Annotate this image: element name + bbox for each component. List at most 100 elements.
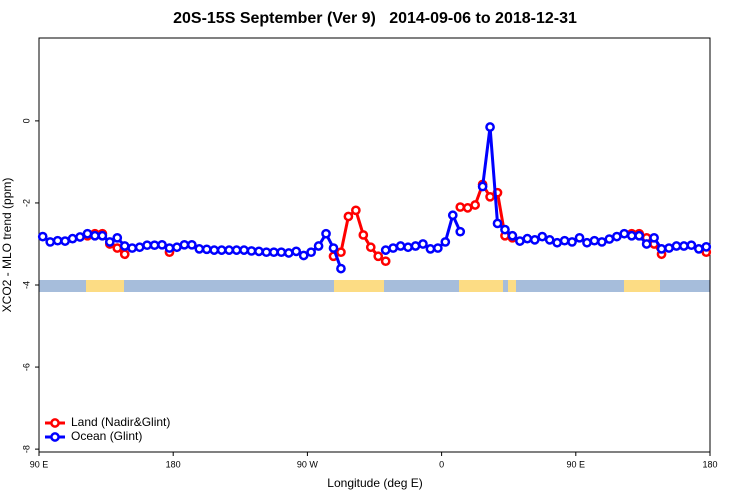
data-point — [455, 226, 466, 237]
data-point — [269, 247, 279, 258]
land-strip — [334, 280, 384, 292]
chart-title: 20S-15S September (Ver 9) 2014-09-06 to … — [173, 10, 577, 27]
data-point — [664, 243, 674, 253]
data-point — [671, 241, 682, 251]
data-point — [142, 240, 152, 251]
data-point — [619, 228, 630, 239]
legend-marker — [50, 432, 60, 442]
data-point — [45, 237, 56, 247]
data-point — [313, 241, 324, 251]
data-point — [276, 247, 287, 258]
y-tick-label: -8 — [21, 445, 31, 453]
data-point — [306, 247, 316, 258]
data-point — [343, 211, 354, 222]
data-point — [186, 239, 197, 250]
data-point — [157, 239, 167, 250]
data-point — [291, 246, 302, 257]
data-point — [119, 249, 130, 260]
data-point — [477, 181, 488, 192]
data-point — [388, 243, 398, 253]
y-axis-label: XCO2 - MLO trend (ppm) — [0, 178, 14, 313]
data-point — [380, 256, 391, 267]
data-point — [492, 218, 503, 229]
data-point — [611, 231, 622, 242]
x-tick-label: 90 E — [567, 459, 586, 469]
legend-label: Land (Nadir&Glint) — [71, 415, 170, 429]
data-point — [418, 239, 428, 249]
data-point — [224, 245, 234, 255]
data-point — [403, 242, 413, 253]
data-point — [90, 230, 100, 241]
data-point — [693, 244, 704, 254]
data-point — [321, 228, 331, 239]
data-point — [179, 239, 190, 250]
y-tick-label: -4 — [21, 281, 31, 289]
data-point — [97, 230, 108, 241]
data-point — [194, 244, 205, 254]
data-point — [701, 241, 712, 252]
land-strip — [459, 280, 503, 292]
data-point — [470, 200, 480, 210]
data-point — [604, 234, 615, 244]
data-point — [507, 230, 518, 241]
x-tick-label: 90 E — [30, 459, 49, 469]
data-point — [634, 230, 645, 241]
data-point — [679, 241, 689, 251]
data-point — [597, 237, 607, 247]
data-point — [127, 243, 138, 253]
data-point — [485, 191, 495, 202]
data-point — [641, 239, 652, 249]
data-point — [172, 242, 182, 253]
data-point — [559, 235, 570, 246]
data-point — [462, 203, 473, 213]
data-point — [75, 232, 85, 242]
x-axis-label: Longitude (deg E) — [327, 476, 422, 490]
data-point — [336, 247, 346, 258]
data-point — [380, 245, 391, 255]
data-point — [134, 242, 145, 253]
data-point — [537, 231, 548, 242]
data-point — [112, 243, 123, 253]
data-point — [254, 246, 264, 257]
data-point — [485, 122, 495, 132]
land-strip — [508, 280, 516, 292]
data-point — [529, 235, 540, 245]
land-strip — [86, 280, 124, 292]
data-point — [52, 235, 63, 246]
data-point — [574, 232, 585, 243]
x-tick-label: 180 — [702, 459, 717, 469]
data-point — [433, 243, 443, 253]
data-point — [649, 232, 659, 243]
data-point — [358, 230, 369, 240]
data-point — [283, 248, 294, 258]
data-point — [209, 245, 220, 255]
data-point — [686, 240, 697, 251]
data-point — [164, 243, 175, 253]
y-tick-label: 0 — [21, 118, 31, 123]
land-strip — [624, 280, 660, 292]
data-point — [425, 244, 436, 254]
data-point — [626, 230, 637, 241]
data-point — [365, 242, 376, 253]
data-point — [522, 233, 533, 244]
data-point — [298, 250, 309, 261]
data-point — [261, 247, 272, 258]
data-point — [410, 241, 421, 251]
y-tick-label: -2 — [21, 199, 31, 207]
data-point — [60, 236, 70, 246]
legend-marker — [50, 418, 60, 428]
data-point — [239, 245, 249, 255]
data-point — [201, 244, 212, 255]
x-tick-label: 90 W — [297, 459, 319, 469]
data-point — [544, 235, 555, 245]
legend-label: Ocean (Glint) — [71, 429, 142, 443]
data-point — [149, 240, 160, 251]
data-point — [216, 245, 227, 255]
data-point — [567, 237, 577, 247]
x-tick-label: 0 — [439, 459, 444, 469]
data-point — [373, 251, 384, 262]
data-point — [656, 244, 667, 254]
surface-strip — [39, 280, 710, 292]
data-point — [447, 210, 458, 221]
data-point — [351, 205, 361, 216]
